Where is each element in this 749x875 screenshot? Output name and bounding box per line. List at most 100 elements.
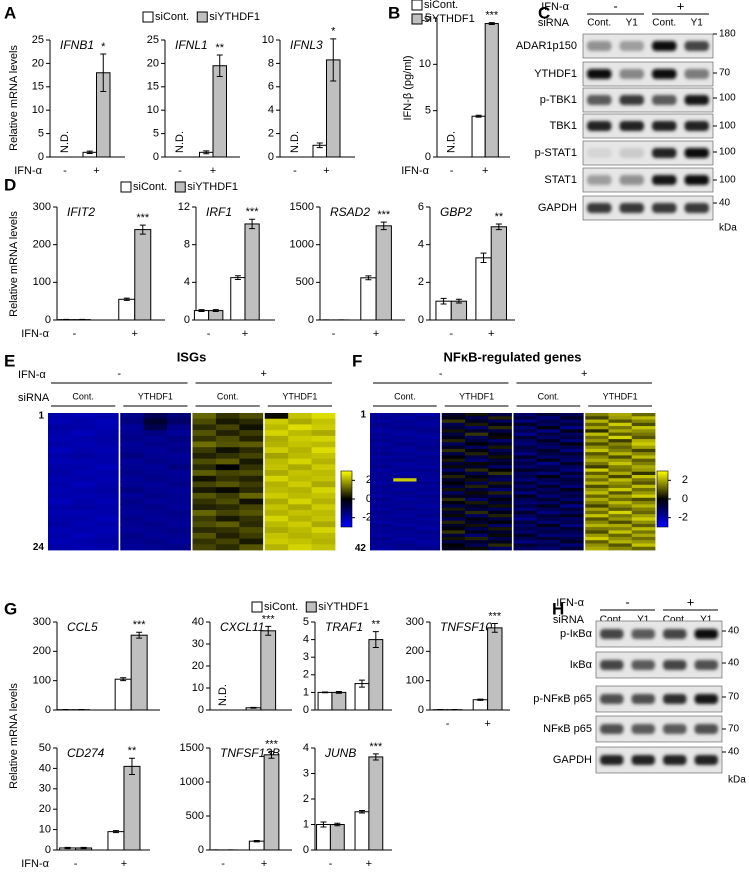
y-tick-label: 0	[303, 704, 309, 716]
heatmap-cell	[442, 459, 466, 463]
heatmap-cell	[560, 459, 584, 463]
heatmap-cell	[370, 547, 394, 551]
sirna-label: siRNA	[553, 614, 585, 626]
bar	[476, 258, 491, 320]
heatmap-cell	[632, 482, 656, 486]
heatmap-cell	[417, 433, 441, 437]
heatmap-cell	[239, 430, 263, 436]
heatmap-cell	[120, 470, 144, 476]
heatmap-cell	[167, 493, 191, 499]
heatmap-cell	[514, 413, 538, 417]
heatmap-cell	[239, 544, 263, 550]
legend-label: siCont.	[424, 0, 458, 11]
heatmap-cell	[442, 446, 466, 450]
heatmap-cell	[442, 420, 466, 424]
heatmap-cell	[144, 510, 168, 516]
heatmap-cell	[442, 534, 466, 538]
treatment: +	[687, 594, 695, 609]
heatmap-cell	[442, 455, 466, 459]
heatmap-cell	[585, 540, 609, 544]
y-tick-label: 0	[45, 844, 51, 856]
heatmap-cell	[465, 462, 489, 466]
marker-label: 40	[728, 747, 740, 758]
blot-band	[587, 41, 612, 51]
heatmap-cell	[393, 429, 417, 433]
heatmap-cell	[48, 544, 72, 550]
blot-band	[685, 95, 710, 105]
bar	[124, 766, 140, 850]
heatmap-cell	[560, 537, 584, 541]
heatmap-cell	[417, 527, 441, 531]
heatmap-cell	[442, 504, 466, 508]
heatmap-cell	[265, 482, 289, 488]
heatmap-cell	[585, 420, 609, 424]
heatmap-cell	[442, 433, 466, 437]
heatmap-cell	[514, 455, 538, 459]
heatmap-cell	[417, 514, 441, 518]
heatmap-cell	[120, 419, 144, 425]
heatmap-cell	[370, 534, 394, 538]
significance: **	[495, 211, 504, 223]
heatmap-cell	[265, 516, 289, 522]
heatmap-cell	[48, 510, 72, 516]
x-tick-label: -	[329, 858, 333, 870]
heatmap-cell	[193, 527, 217, 533]
heatmap-cell	[167, 436, 191, 442]
error-bar	[250, 707, 256, 708]
heatmap-cell	[265, 413, 289, 419]
gene-title: TNFSF10	[440, 620, 492, 634]
heatmap-cell	[488, 517, 512, 521]
heatmap-cell	[465, 446, 489, 450]
y-tick-label: 0	[418, 704, 424, 716]
blot-band	[620, 148, 645, 158]
y-tick-label: 20	[192, 660, 204, 672]
heatmap-cell	[488, 498, 512, 502]
legend-label: siYTHDF1	[209, 11, 260, 23]
heatmap-cell	[585, 498, 609, 502]
significance: **	[215, 42, 224, 54]
heatmap-cell	[167, 533, 191, 539]
heatmap-cell	[609, 433, 633, 437]
heatmap-cell	[120, 453, 144, 459]
heatmap-cell	[265, 419, 289, 425]
y-tick-label: 100	[33, 276, 51, 288]
y-tick-label: 10	[419, 58, 431, 70]
blot-band	[620, 175, 645, 185]
gene-title: JUNB	[324, 746, 356, 760]
heatmap-cell	[312, 499, 336, 505]
heatmap-cell	[167, 482, 191, 488]
heatmap-cell	[144, 447, 168, 453]
y-tick-label: 8	[268, 57, 274, 69]
blot-band	[587, 121, 612, 131]
heatmap-cell	[288, 516, 312, 522]
blot-row-label: IκBα	[570, 659, 593, 671]
heatmap-cell	[393, 524, 417, 528]
heatmap-cell	[216, 482, 240, 488]
heatmap-cell	[95, 521, 119, 527]
heatmap-cell	[537, 498, 561, 502]
marker-unit: kDa	[719, 223, 737, 234]
y-tick-label: 30	[39, 783, 51, 795]
heatmap-cell	[48, 527, 72, 533]
heatmap-cell	[488, 478, 512, 482]
heatmap-cell	[442, 547, 466, 551]
heatmap-cell	[216, 470, 240, 476]
blot-row-label: p-TBK1	[540, 94, 577, 106]
heatmap-cell	[514, 517, 538, 521]
heatmap-cell	[312, 459, 336, 465]
heatmap-cell	[488, 420, 512, 424]
colorbar	[341, 471, 352, 527]
y-tick-label: 5	[153, 128, 159, 140]
heatmap-cell	[370, 517, 394, 521]
heatmap-cell	[488, 491, 512, 495]
heatmap-cell	[537, 433, 561, 437]
heatmap-cell	[193, 476, 217, 482]
heatmap-cell	[537, 517, 561, 521]
marker-label: 70	[728, 692, 740, 703]
heatmap-cell	[120, 516, 144, 522]
heatmap-cell	[537, 524, 561, 528]
heatmap-cell	[393, 530, 417, 534]
header-group: +	[261, 368, 267, 380]
x-axis-label: IFN-α	[401, 165, 429, 177]
bar	[330, 825, 344, 851]
